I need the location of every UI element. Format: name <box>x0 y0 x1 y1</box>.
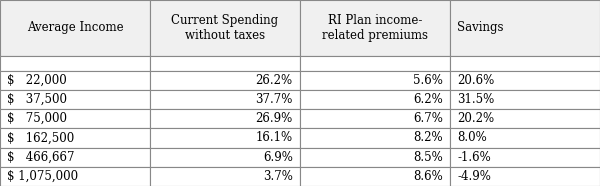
Bar <box>300 128 450 147</box>
Bar <box>0 147 150 167</box>
Bar <box>450 71 600 90</box>
Bar <box>150 90 300 109</box>
Bar <box>300 109 450 128</box>
Text: 16.1%: 16.1% <box>256 132 293 145</box>
Text: 5.6%: 5.6% <box>413 74 443 87</box>
Text: $   466,667: $ 466,667 <box>7 151 75 164</box>
Bar <box>0 90 150 109</box>
Text: 3.7%: 3.7% <box>263 170 293 183</box>
Text: -1.6%: -1.6% <box>457 151 491 164</box>
Bar <box>450 128 600 147</box>
Text: $   37,500: $ 37,500 <box>7 93 67 106</box>
Text: $   162,500: $ 162,500 <box>7 132 74 145</box>
Text: -4.9%: -4.9% <box>457 170 491 183</box>
Bar <box>300 56 450 71</box>
Bar <box>450 147 600 167</box>
Bar <box>0 109 150 128</box>
Bar <box>0 71 150 90</box>
Text: 6.9%: 6.9% <box>263 151 293 164</box>
Text: RI Plan income-
related premiums: RI Plan income- related premiums <box>322 14 428 42</box>
Bar <box>0 0 150 56</box>
Bar <box>300 0 450 56</box>
Text: Savings: Savings <box>457 21 504 34</box>
Text: 20.2%: 20.2% <box>457 112 494 125</box>
Text: Average Income: Average Income <box>26 21 124 34</box>
Bar <box>300 71 450 90</box>
Text: 6.7%: 6.7% <box>413 112 443 125</box>
Bar <box>450 90 600 109</box>
Bar <box>450 0 600 56</box>
Text: 26.2%: 26.2% <box>256 74 293 87</box>
Bar <box>300 167 450 186</box>
Text: 8.6%: 8.6% <box>413 170 443 183</box>
Bar <box>300 147 450 167</box>
Bar <box>150 71 300 90</box>
Bar <box>150 109 300 128</box>
Bar <box>150 0 300 56</box>
Bar <box>0 128 150 147</box>
Text: 8.2%: 8.2% <box>413 132 443 145</box>
Text: 8.0%: 8.0% <box>457 132 487 145</box>
Text: $   75,000: $ 75,000 <box>7 112 67 125</box>
Bar <box>0 167 150 186</box>
Text: Current Spending
without taxes: Current Spending without taxes <box>172 14 278 42</box>
Text: 37.7%: 37.7% <box>256 93 293 106</box>
Text: 8.5%: 8.5% <box>413 151 443 164</box>
Text: 26.9%: 26.9% <box>256 112 293 125</box>
Bar <box>150 56 300 71</box>
Text: $ 1,075,000: $ 1,075,000 <box>7 170 79 183</box>
Bar <box>150 167 300 186</box>
Bar <box>300 90 450 109</box>
Text: 6.2%: 6.2% <box>413 93 443 106</box>
Bar <box>450 109 600 128</box>
Bar <box>150 147 300 167</box>
Text: 20.6%: 20.6% <box>457 74 494 87</box>
Text: $   22,000: $ 22,000 <box>7 74 67 87</box>
Text: 31.5%: 31.5% <box>457 93 494 106</box>
Bar <box>450 56 600 71</box>
Bar <box>450 167 600 186</box>
Bar <box>150 128 300 147</box>
Bar <box>0 56 150 71</box>
